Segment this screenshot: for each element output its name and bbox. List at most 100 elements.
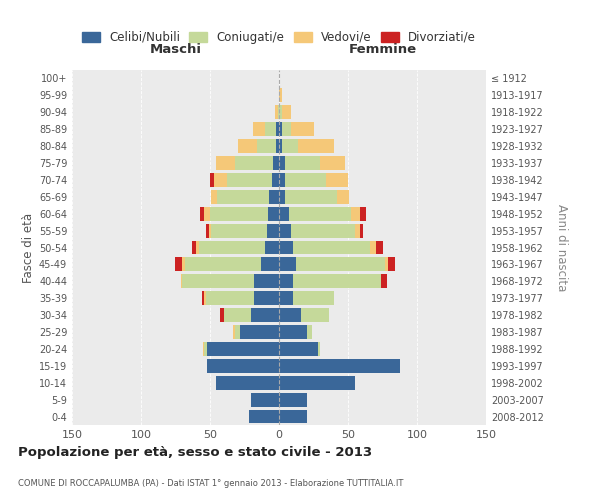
Bar xyxy=(292,122,314,136)
Bar xyxy=(268,207,279,220)
Bar xyxy=(282,106,292,119)
Bar xyxy=(272,173,279,187)
Bar xyxy=(361,224,363,237)
Bar xyxy=(253,122,265,136)
Bar xyxy=(175,258,182,272)
Bar xyxy=(266,224,279,237)
Bar xyxy=(233,325,235,339)
Bar xyxy=(385,258,388,272)
Bar xyxy=(301,308,329,322)
Bar xyxy=(361,207,366,220)
Bar xyxy=(196,240,199,254)
Bar xyxy=(205,207,210,220)
Bar xyxy=(241,325,279,339)
Bar xyxy=(235,325,241,339)
Bar xyxy=(265,122,276,136)
Bar xyxy=(207,342,279,356)
Bar xyxy=(282,122,292,136)
Bar xyxy=(293,274,381,288)
Bar xyxy=(279,274,293,288)
Bar xyxy=(251,392,279,406)
Bar xyxy=(298,139,334,153)
Bar xyxy=(192,240,196,254)
Bar xyxy=(282,139,298,153)
Bar xyxy=(293,240,370,254)
Bar xyxy=(278,106,279,119)
Bar xyxy=(279,325,307,339)
Bar xyxy=(182,258,185,272)
Bar xyxy=(284,190,337,203)
Bar xyxy=(376,240,383,254)
Bar xyxy=(202,292,205,305)
Bar xyxy=(289,207,351,220)
Bar xyxy=(217,190,269,203)
Bar xyxy=(351,207,361,220)
Bar xyxy=(292,224,355,237)
Bar xyxy=(265,240,279,254)
Bar xyxy=(279,292,293,305)
Bar xyxy=(279,410,307,424)
Bar xyxy=(370,240,376,254)
Bar xyxy=(293,292,334,305)
Bar xyxy=(205,342,207,356)
Bar xyxy=(211,190,217,203)
Bar xyxy=(209,224,211,237)
Bar xyxy=(210,207,268,220)
Bar xyxy=(279,392,307,406)
Bar xyxy=(206,292,254,305)
Bar xyxy=(254,292,279,305)
Bar xyxy=(275,106,278,119)
Bar xyxy=(279,359,400,373)
Bar xyxy=(215,376,279,390)
Bar xyxy=(381,274,386,288)
Bar xyxy=(207,359,279,373)
Bar xyxy=(279,190,284,203)
Bar xyxy=(279,139,282,153)
Bar xyxy=(182,274,254,288)
Legend: Celibi/Nubili, Coniugati/e, Vedovi/e, Divorziati/e: Celibi/Nubili, Coniugati/e, Vedovi/e, Di… xyxy=(77,26,481,48)
Bar xyxy=(185,258,261,272)
Bar xyxy=(355,224,361,237)
Bar xyxy=(276,122,279,136)
Text: COMUNE DI ROCCAPALUMBA (PA) - Dati ISTAT 1° gennaio 2013 - Elaborazione TUTTITAL: COMUNE DI ROCCAPALUMBA (PA) - Dati ISTAT… xyxy=(18,479,403,488)
Bar xyxy=(284,173,326,187)
Y-axis label: Anni di nascita: Anni di nascita xyxy=(555,204,568,291)
Y-axis label: Fasce di età: Fasce di età xyxy=(22,212,35,282)
Bar xyxy=(224,308,251,322)
Bar xyxy=(220,308,224,322)
Bar xyxy=(279,122,282,136)
Bar xyxy=(203,342,205,356)
Bar xyxy=(279,224,292,237)
Text: Popolazione per età, sesso e stato civile - 2013: Popolazione per età, sesso e stato civil… xyxy=(18,446,372,459)
Bar xyxy=(279,376,355,390)
Bar xyxy=(235,156,274,170)
Bar xyxy=(279,106,282,119)
Bar xyxy=(279,88,282,102)
Bar xyxy=(200,207,205,220)
Bar xyxy=(248,410,279,424)
Bar xyxy=(320,156,345,170)
Bar xyxy=(326,173,348,187)
Bar xyxy=(257,139,276,153)
Bar xyxy=(254,274,279,288)
Bar xyxy=(181,274,182,288)
Bar xyxy=(269,190,279,203)
Bar xyxy=(307,325,312,339)
Bar xyxy=(279,258,296,272)
Bar xyxy=(205,292,206,305)
Bar xyxy=(279,308,301,322)
Bar xyxy=(276,139,279,153)
Bar xyxy=(274,156,279,170)
Bar xyxy=(199,240,265,254)
Bar xyxy=(279,156,284,170)
Bar xyxy=(279,173,284,187)
Bar xyxy=(337,190,349,203)
Bar xyxy=(279,207,289,220)
Bar xyxy=(296,258,385,272)
Bar xyxy=(317,342,320,356)
Bar xyxy=(211,224,266,237)
Bar xyxy=(214,173,227,187)
Text: Maschi: Maschi xyxy=(149,44,202,57)
Bar xyxy=(251,308,279,322)
Bar xyxy=(227,173,272,187)
